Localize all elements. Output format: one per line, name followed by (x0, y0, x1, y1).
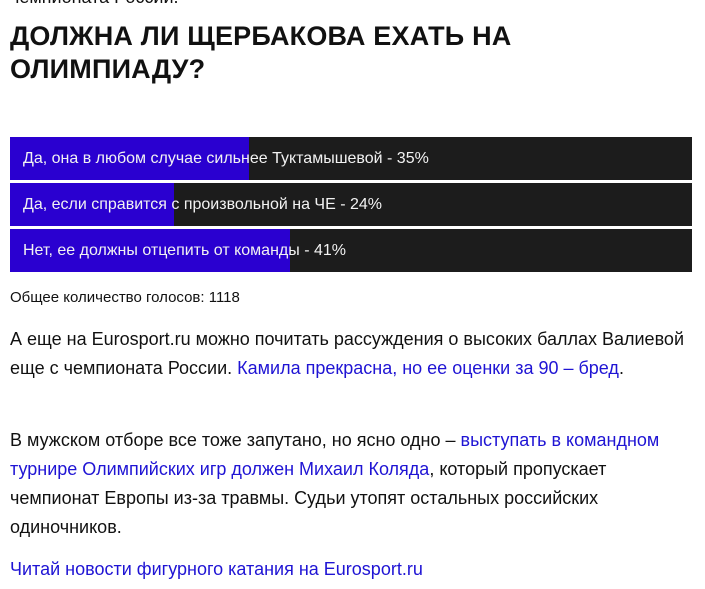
paragraph-text: , который пропускает чемпионат Европы из… (10, 459, 607, 537)
paragraph-text: . (618, 358, 624, 378)
poll-title: ДОЛЖНА ЛИ ЩЕРБАКОВА ЕХАТЬ НА ОЛИМПИАДУ? (10, 21, 512, 84)
poll-option-label: Нет, ее должны отцепить от команды - 41% (23, 242, 346, 259)
poll-bar-fill (10, 137, 249, 180)
poll-option-label: Да, она в любом случае сильнее Туктамыше… (23, 150, 429, 167)
poll-option[interactable]: Да, она в любом случае сильнее Туктамыше… (10, 137, 692, 180)
paragraph: А еще на Eurosport.ru можно почитать рас… (10, 325, 700, 383)
poll-bar-fill (10, 183, 174, 226)
poll-option[interactable]: Нет, ее должны отцепить от команды - 41% (10, 229, 692, 272)
previous-text-fragment: чемпионата России. (10, 0, 179, 8)
paragraph-text: В мужском отборе все тоже запутано, но я… (10, 430, 461, 450)
poll-option-label: Да, если справится с произвольной на ЧЕ … (23, 196, 382, 213)
paragraph: Читай новости фигурного катания на Euros… (10, 555, 700, 584)
poll: Да, она в любом случае сильнее Туктамыше… (10, 137, 692, 275)
paragraph: В мужском отборе все тоже запутано, но я… (10, 426, 690, 542)
article-link[interactable]: Камила прекрасна, но ее оценки за 90 – б… (237, 358, 619, 378)
article-link[interactable]: выступать в командном турнире Олимпийски… (10, 430, 660, 479)
poll-bar-fill (10, 229, 290, 272)
paragraph-text: А еще на Eurosport.ru можно почитать рас… (10, 329, 684, 378)
news-link[interactable]: Читай новости фигурного катания на Euros… (10, 559, 423, 579)
poll-total-votes: Общее количество голосов: 1118 (10, 289, 240, 306)
poll-option[interactable]: Да, если справится с произвольной на ЧЕ … (10, 183, 692, 226)
